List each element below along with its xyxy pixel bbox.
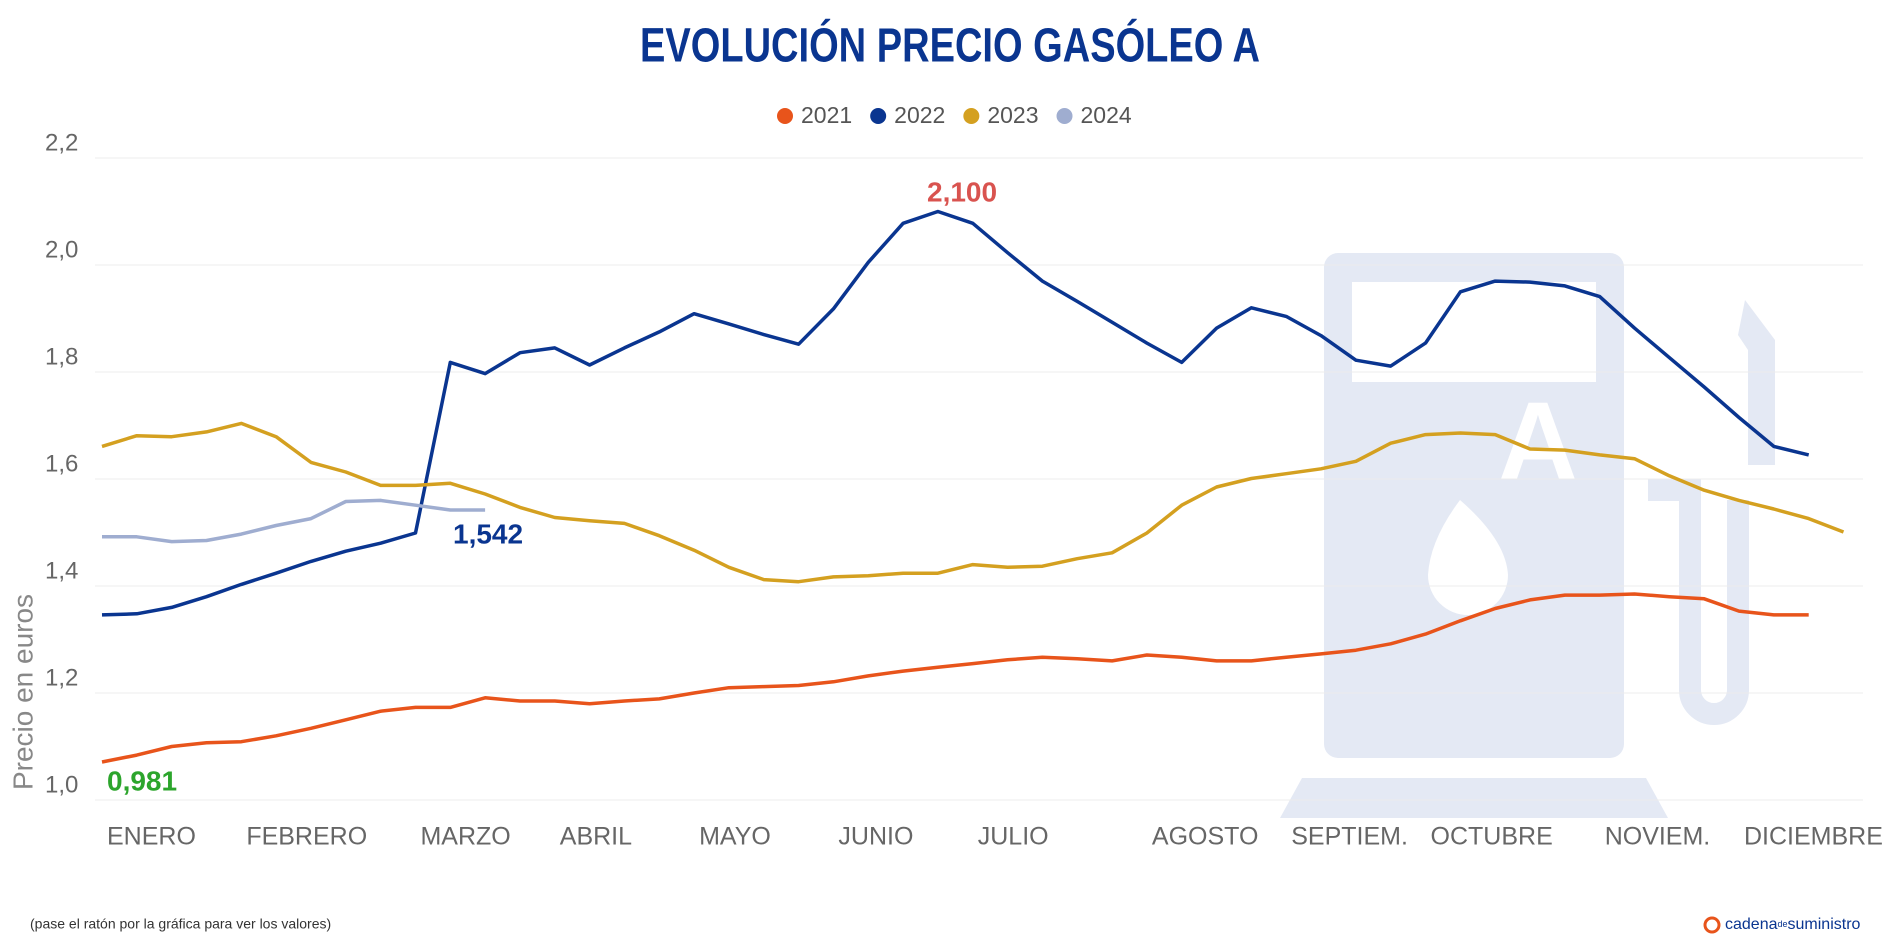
- legend-label: 2023: [987, 102, 1038, 128]
- y-axis-label: Precio en euros: [7, 594, 38, 790]
- brand-first: cadena: [1725, 916, 1778, 933]
- series-line: [101, 421, 1845, 584]
- legend-marker: [870, 108, 887, 124]
- x-tick-label: MARZO: [420, 823, 510, 851]
- y-tick-label: 2,0: [45, 236, 78, 263]
- annotation: 1,542: [453, 518, 523, 549]
- y-tick-label: 1,2: [45, 664, 78, 691]
- x-tick-label: ABRIL: [560, 823, 632, 851]
- x-tick-label: DICIEMBRE: [1744, 823, 1883, 851]
- y-tick-label: 1,8: [45, 343, 78, 370]
- chart-title: EVOLUCIÓN PRECIO GASÓLEO A: [640, 18, 1260, 73]
- brand-text: cadenadesuministro: [1725, 916, 1861, 933]
- series-line: [101, 209, 1810, 617]
- annotation: 0,981: [107, 765, 177, 796]
- brand-icon: [1703, 916, 1721, 934]
- x-tick-label: MAYO: [699, 823, 771, 851]
- x-tick-label: FEBRERO: [246, 823, 367, 851]
- x-tick-label: NOVIEM.: [1605, 823, 1711, 851]
- x-tick-label: ENERO: [107, 823, 196, 851]
- legend-label: 2022: [894, 102, 945, 128]
- brand-middle: de: [1778, 919, 1788, 929]
- y-tick-label: 1,4: [45, 557, 78, 584]
- legend-label: 2024: [1081, 102, 1132, 128]
- brand: cadenadesuministro: [1703, 916, 1861, 934]
- y-tick-label: 1,0: [45, 771, 78, 798]
- series-line: [102, 498, 486, 544]
- legend-marker: [963, 108, 980, 124]
- annotation: 2,100: [927, 176, 997, 207]
- y-tick-label: 1,6: [45, 450, 78, 477]
- x-tick-label: AGOSTO: [1152, 823, 1259, 851]
- x-tick-label: OCTUBRE: [1431, 823, 1553, 851]
- brand-last: suministro: [1788, 916, 1861, 933]
- legend-marker: [777, 108, 793, 124]
- x-tick-label: JULIO: [978, 823, 1049, 851]
- x-tick-label: JUNIO: [838, 823, 913, 851]
- series-line: [101, 592, 1809, 764]
- legend-marker: [1056, 108, 1073, 124]
- pump-watermark: A: [1280, 253, 1775, 818]
- legend-label: 2021: [801, 102, 852, 128]
- footnote: (pase el ratón por la gráfica para ver l…: [30, 916, 331, 932]
- x-tick-label: SEPTIEM.: [1291, 823, 1408, 851]
- legend: 2021 2022 2023 2024: [777, 102, 1132, 128]
- y-tick-label: 2,2: [45, 129, 78, 156]
